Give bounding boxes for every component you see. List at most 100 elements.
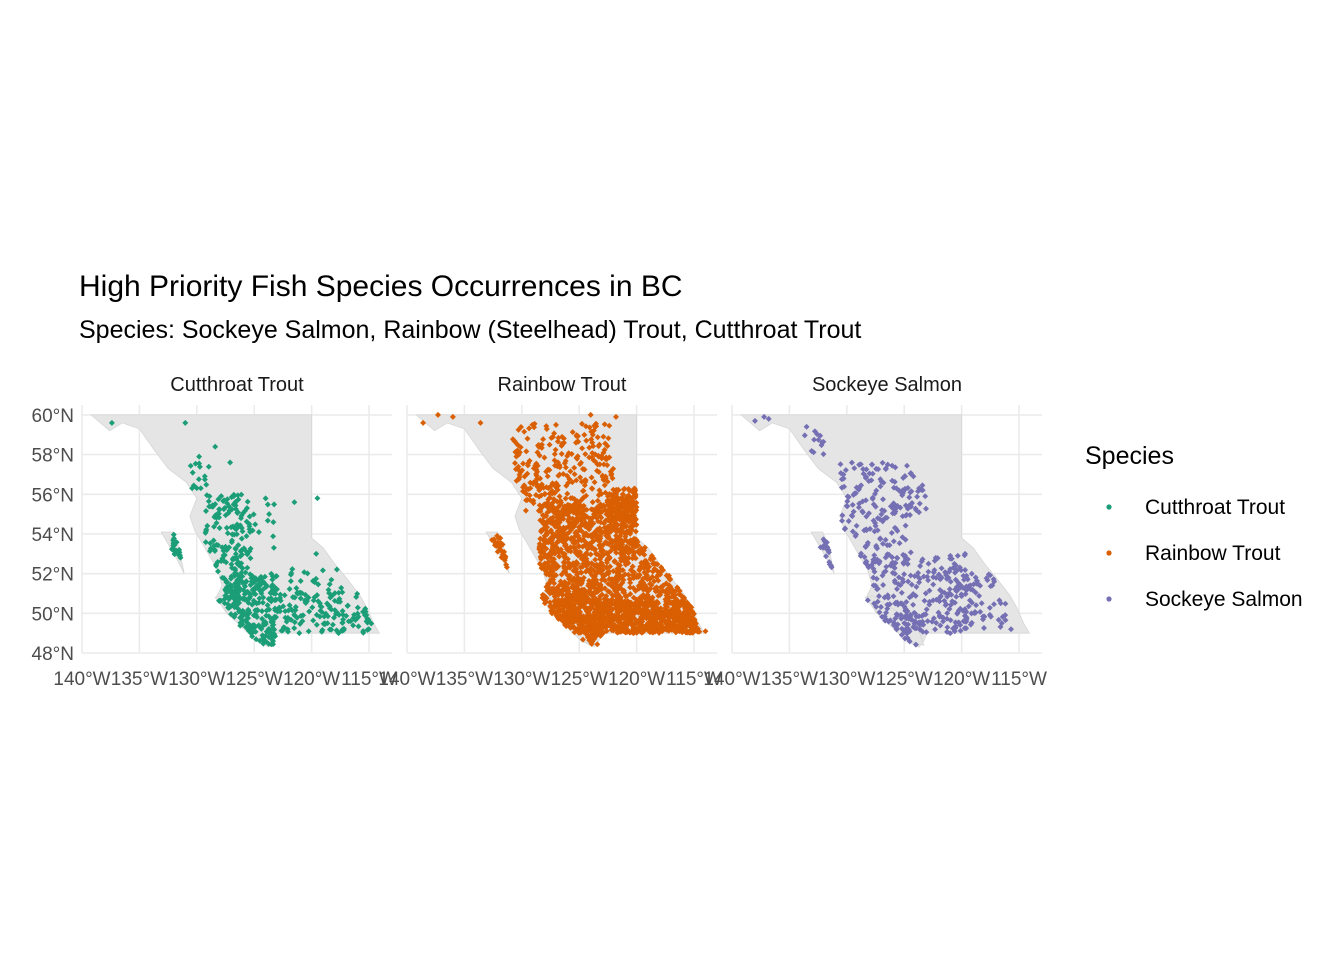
x-tick-label: 130°W: [818, 669, 875, 690]
occurrence-point: [581, 431, 588, 438]
occurrence-point: [620, 529, 627, 536]
occurrence-point: [565, 580, 572, 587]
occurrence-point: [864, 597, 871, 604]
occurrence-point: [574, 529, 581, 535]
occurrence-point: [605, 580, 612, 587]
occurrence-point: [588, 485, 595, 492]
occurrence-point: [618, 512, 625, 519]
occurrence-point: [910, 601, 917, 608]
occurrence-point: [579, 504, 586, 511]
occurrence-point: [561, 542, 568, 549]
occurrence-point: [609, 622, 616, 628]
occurrence-point: [878, 511, 885, 518]
occurrence-point: [937, 593, 944, 600]
occurrence-point: [857, 552, 864, 559]
occurrence-point: [947, 555, 954, 562]
occurrence-point: [593, 420, 599, 427]
occurrence-point: [289, 607, 296, 614]
occurrence-point: [523, 497, 530, 504]
occurrence-point: [216, 506, 223, 513]
occurrence-point: [702, 628, 709, 635]
occurrence-point: [915, 570, 922, 576]
occurrence-point: [907, 489, 914, 496]
occurrence-point: [594, 641, 601, 648]
occurrence-point: [571, 544, 577, 551]
occurrence-point: [543, 545, 550, 552]
occurrence-point: [564, 530, 571, 537]
occurrence-point: [630, 623, 637, 630]
occurrence-point: [244, 588, 251, 595]
occurrence-point: [1002, 617, 1009, 624]
occurrence-point: [549, 537, 555, 544]
occurrence-point: [600, 601, 607, 608]
occurrence-point: [600, 608, 607, 615]
occurrence-point: [579, 598, 586, 605]
occurrence-point: [535, 442, 542, 448]
occurrence-point: [260, 586, 267, 593]
occurrence-point: [986, 604, 993, 611]
occurrence-point: [262, 495, 269, 502]
occurrence-point: [233, 554, 239, 561]
occurrence-point: [588, 584, 595, 591]
occurrence-point: [550, 562, 557, 569]
occurrence-point: [238, 535, 245, 542]
occurrence-point: [577, 474, 584, 481]
occurrence-point: [981, 625, 987, 631]
occurrence-point: [362, 608, 369, 615]
occurrence-point: [252, 607, 259, 614]
occurrence-point: [576, 515, 583, 522]
occurrence-point: [617, 582, 624, 589]
occurrence-point: [220, 547, 227, 554]
occurrence-point: [573, 579, 580, 586]
occurrence-point: [571, 508, 578, 515]
occurrence-point: [635, 542, 642, 549]
occurrence-point: [655, 592, 662, 599]
occurrence-point: [911, 573, 918, 580]
occurrence-point: [309, 604, 316, 611]
occurrence-point: [919, 556, 926, 563]
occurrence-point: [632, 607, 639, 614]
occurrence-point: [590, 634, 597, 641]
occurrence-point: [629, 563, 636, 570]
occurrence-point: [202, 539, 209, 546]
occurrence-point: [884, 592, 891, 599]
occurrence-point: [606, 507, 613, 514]
occurrence-point: [567, 524, 574, 531]
occurrence-point: [631, 521, 638, 528]
occurrence-point: [561, 460, 568, 467]
occurrence-point: [595, 492, 602, 499]
occurrence-point: [606, 454, 613, 461]
occurrence-point: [883, 514, 890, 521]
occurrence-point: [616, 571, 623, 578]
x-tick-label: 130°W: [168, 669, 225, 690]
occurrence-point: [171, 551, 178, 558]
occurrence-point: [907, 549, 914, 556]
occurrence-point: [537, 544, 544, 551]
occurrence-point: [944, 610, 951, 617]
occurrence-point: [641, 558, 648, 565]
occurrence-point: [895, 574, 902, 581]
occurrence-point: [987, 583, 994, 590]
occurrence-point: [243, 533, 250, 540]
occurrence-point: [615, 618, 622, 625]
occurrence-point: [542, 598, 549, 605]
occurrence-point: [957, 622, 964, 628]
occurrence-point: [523, 448, 530, 455]
occurrence-point: [890, 538, 897, 545]
occurrence-point: [881, 569, 888, 576]
occurrence-point: [170, 531, 177, 538]
occurrence-point: [547, 577, 554, 583]
occurrence-point: [616, 539, 622, 546]
occurrence-point: [244, 564, 251, 571]
occurrence-point: [842, 525, 849, 532]
occurrence-point: [890, 500, 897, 507]
legend-item-cutthroat-trout: Cutthroat Trout: [1106, 496, 1285, 519]
occurrence-point: [579, 445, 586, 452]
occurrence-point: [614, 609, 621, 615]
occurrence-point: [653, 574, 660, 581]
occurrence-point: [604, 478, 611, 485]
occurrence-point: [339, 589, 346, 596]
occurrence-point: [551, 586, 558, 592]
occurrence-point: [884, 542, 891, 549]
occurrence-point: [228, 611, 234, 618]
